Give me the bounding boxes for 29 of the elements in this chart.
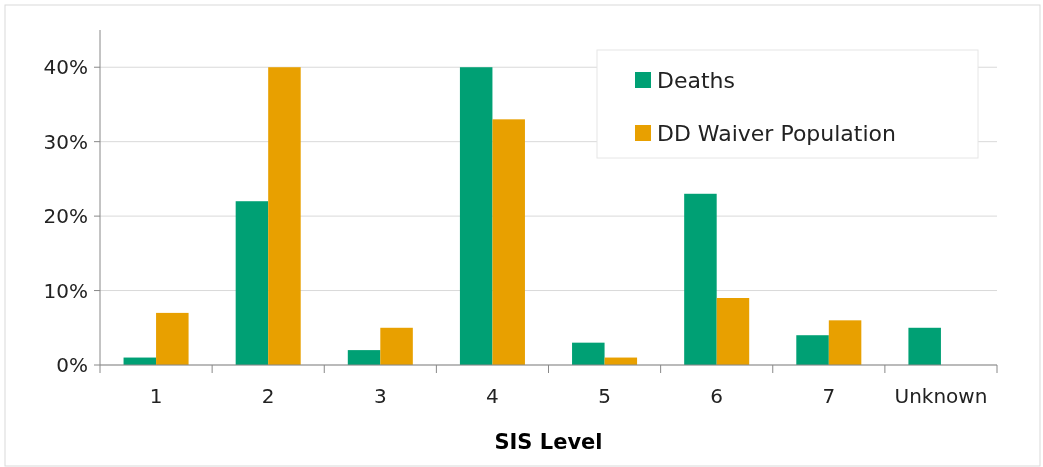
y-tick-label: 40% [43,55,88,80]
x-tick-label: 7 [822,384,836,408]
x-tick-label: 4 [486,384,499,408]
x-tick-label: 5 [598,384,611,408]
bar [459,67,493,365]
y-tick-label: 10% [43,278,88,303]
bar [380,327,413,365]
bar [796,335,829,365]
bar [268,67,301,365]
bar [684,193,717,365]
bar [235,201,269,365]
bar [156,312,189,365]
x-tick-label: 2 [261,384,275,408]
y-tick-label: 0% [56,353,88,377]
x-axis-title: SIS Level [494,430,603,454]
bar [908,327,941,365]
y-tick-label: 20% [43,204,88,229]
bar [572,342,605,365]
x-tick-label: 6 [710,384,724,408]
y-tick-label: 30% [43,129,88,154]
bar [492,119,525,365]
bar [716,298,750,365]
x-tick-label: 3 [373,384,387,408]
bar [828,320,862,365]
x-tick-label: Unknown [894,384,988,408]
x-tick-label: 1 [149,384,163,408]
legend-label: DD Waiver Population [657,120,896,146]
bar [347,350,381,365]
legend-label: Deaths [657,67,735,93]
